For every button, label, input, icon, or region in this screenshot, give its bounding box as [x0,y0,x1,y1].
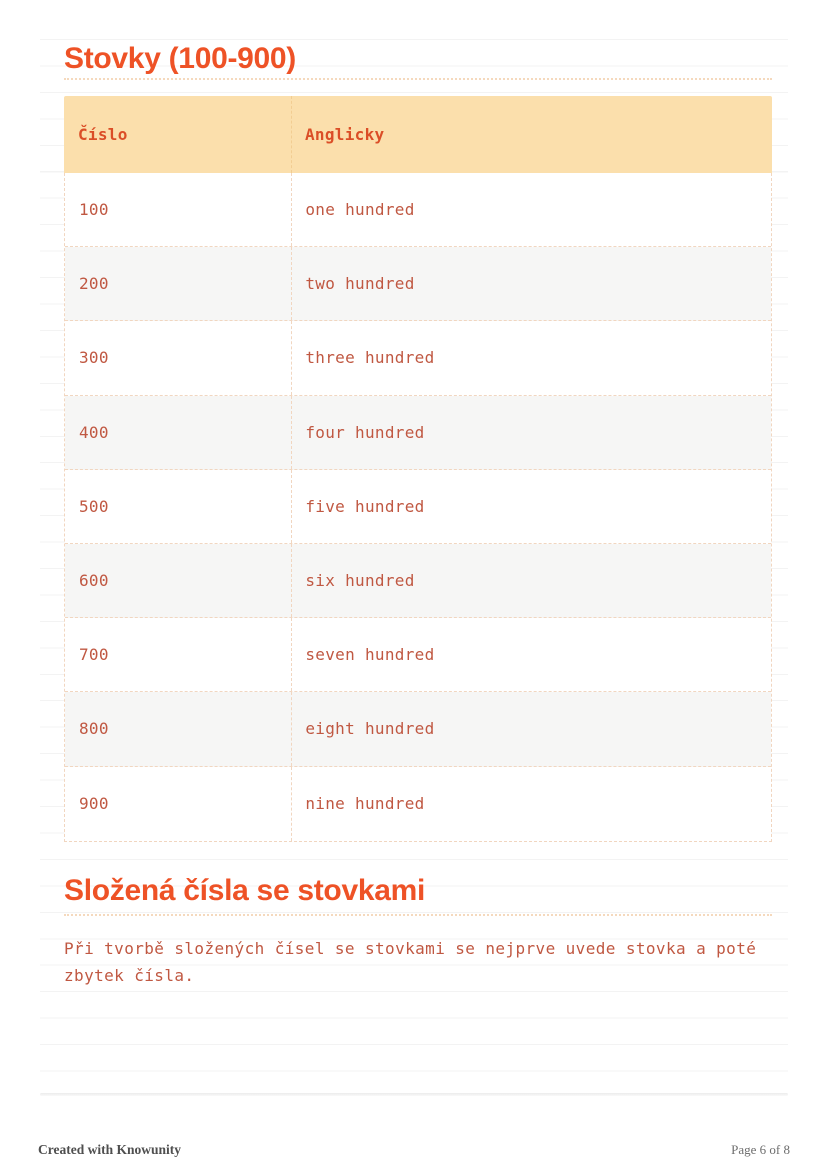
title-underline [64,78,772,80]
table-header-cislo: Číslo [78,125,128,144]
hundreds-table: Číslo Anglicky 100 one hundred 200 two hund… [64,96,772,842]
page-content: Stovky (100-900) Číslo Anglicky 100 one h… [64,0,772,989]
section-title-stovky: Stovky (100-900) [64,42,296,75]
table-row: 400 four hundred [65,395,771,470]
explanation-paragraph: Při tvorbě složených čísel se stovkami s… [64,938,757,985]
cell-number: 200 [79,274,109,294]
page-bottom-divider [40,1093,788,1096]
cell-english: eight hundred [291,692,771,766]
table-row: 100 one hundred [65,173,771,248]
cell-number: 900 [79,794,109,814]
cell-english: nine hundred [291,766,771,841]
table-header-row: Číslo Anglicky [64,96,772,173]
cell-number: 600 [79,571,109,591]
table-row: 900 nine hundred [65,766,771,841]
table-row: 600 six hundred [65,543,771,619]
table-header-anglicky: Anglicky [291,96,772,173]
cell-number: 300 [79,348,109,368]
cell-number: 800 [79,719,109,739]
cell-english: seven hundred [291,618,771,692]
page-footer: Created with Knowunity Page 6 of 8 [38,1142,790,1158]
page-number: Page 6 of 8 [731,1142,790,1157]
title-underline [64,913,772,916]
cell-english: six hundred [291,543,771,618]
cell-english: three hundred [291,321,771,395]
section-title-slozena-cisla: Složená čísla se stovkami [64,873,426,907]
cell-english: five hundred [291,469,771,543]
table-row: 700 seven hundred [65,618,771,693]
cell-english: two hundred [291,247,771,321]
table-body: 100 one hundred 200 two hundred 300 three hun… [64,173,772,842]
table-row: 300 three hundred [65,321,771,396]
created-with-label: Created with Knowunity [38,1142,182,1157]
table-row: 800 eight hundred [65,692,771,767]
cell-number: 700 [79,645,109,665]
table-row: 500 five hundred [65,469,771,544]
cell-number: 500 [79,496,109,516]
cell-english: four hundred [291,395,771,469]
cell-number: 400 [79,422,109,442]
cell-english: one hundred [291,173,771,247]
table-row: 200 two hundred [65,247,771,322]
cell-number: 100 [79,200,109,220]
